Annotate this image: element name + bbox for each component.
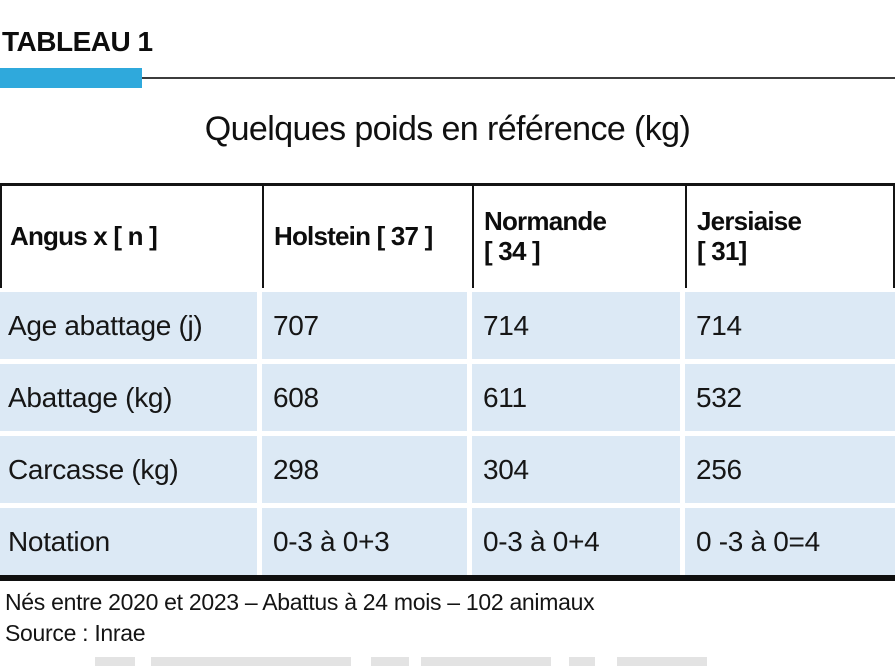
table-header-row: Angus x [ n ] Holstein [ 37 ] Normande [… xyxy=(0,183,895,288)
cutoff-text-ghost xyxy=(95,657,707,666)
footnote-population: Nés entre 2020 et 2023 – Abattus à 24 mo… xyxy=(5,589,595,615)
table-cell: 714 xyxy=(472,292,680,359)
table-cell: 0-3 à 0+4 xyxy=(472,508,680,575)
reference-weights-table: Angus x [ n ] Holstein [ 37 ] Normande [… xyxy=(0,183,895,581)
table-cell: 707 xyxy=(262,292,467,359)
header-angus: Angus x [ n ] xyxy=(10,221,158,252)
table-footnotes: Nés entre 2020 et 2023 – Abattus à 24 mo… xyxy=(5,587,595,649)
row-label: Abattage (kg) xyxy=(0,364,257,431)
row-label: Age abattage (j) xyxy=(0,292,257,359)
table-cell: 714 xyxy=(685,292,895,359)
header-holstein: Holstein [ 37 ] xyxy=(262,186,472,288)
table-cell: 298 xyxy=(262,436,467,503)
table-cell: 256 xyxy=(685,436,895,503)
table-cell: 0 -3 à 0=4 xyxy=(685,508,895,575)
tag-accent-bar xyxy=(0,68,142,88)
header-jersiaise: Jersiaise [ 31] xyxy=(685,186,895,288)
table-body: Age abattage (j) 707 714 714 Abattage (k… xyxy=(0,292,895,575)
footnote-source: Source : Inrae xyxy=(5,620,146,646)
table-title: Quelques poids en référence (kg) xyxy=(204,110,691,148)
horizontal-rule xyxy=(142,77,895,79)
table-tag-label: TABLEAU 1 xyxy=(2,26,153,57)
table-cell: 0-3 à 0+3 xyxy=(262,508,467,575)
table-bottom-rule xyxy=(0,575,895,581)
table-cell: 611 xyxy=(472,364,680,431)
row-label: Carcasse (kg) xyxy=(0,436,257,503)
row-label: Notation xyxy=(0,508,257,575)
table-cell: 304 xyxy=(472,436,680,503)
table-cell: 532 xyxy=(685,364,895,431)
header-normande: Normande [ 34 ] xyxy=(472,186,685,288)
table-cell: 608 xyxy=(262,364,467,431)
